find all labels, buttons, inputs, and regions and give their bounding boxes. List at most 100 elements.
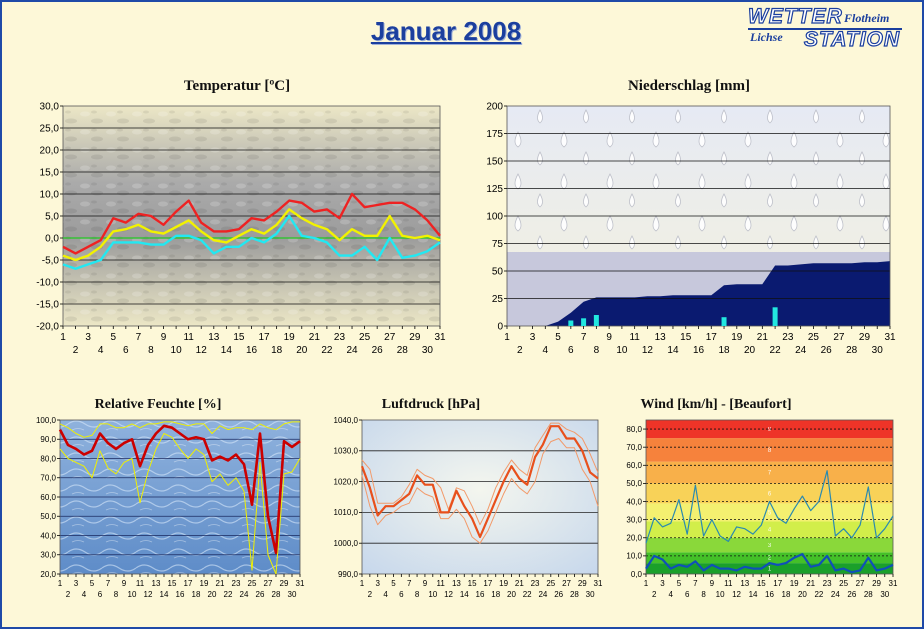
wind-xtick-label: 10	[716, 590, 725, 599]
hum-ytick-label: 50,0	[40, 512, 56, 521]
wind-xtick-label: 4	[668, 590, 673, 599]
hum-ytick-label: 100,0	[36, 416, 57, 425]
rain-ytick-label: 200	[486, 102, 503, 113]
rain-ytick-label: 75	[492, 239, 504, 250]
wind-xtick-label: 2	[652, 590, 657, 599]
wind-ytick-label: 50,0	[626, 479, 642, 488]
page-title: Januar 2008	[370, 16, 522, 46]
temp-xtick-label: 21	[309, 332, 321, 343]
rain-xtick-label: 12	[642, 345, 654, 356]
wind-gust-line	[645, 470, 894, 544]
humidity-min-line	[59, 433, 301, 575]
temperature-max-line	[62, 192, 441, 255]
pressure-mean-line	[360, 425, 599, 539]
wind-xtick-label: 6	[685, 590, 690, 599]
temp-ytick-label: 0,0	[45, 234, 59, 245]
pres-xtick-label: 12	[444, 590, 453, 599]
wind-ytick-label: 20,0	[626, 534, 642, 543]
logo-place: Flotheim	[844, 11, 890, 25]
hum-xtick-label: 2	[66, 590, 71, 599]
temp-xtick-label: 11	[183, 332, 194, 343]
wind-xtick-label: 18	[782, 590, 791, 599]
temp-xtick-label: 9	[161, 332, 167, 343]
wind-xtick-label: 23	[823, 579, 832, 588]
pres-xtick-label: 30	[586, 590, 595, 599]
station-logo: WETTER Flotheim Lichse STATION	[746, 4, 904, 51]
precipitation-chart: Niederschlag [mm] 0255075100125150175200…	[486, 78, 896, 356]
humidity-chart: Relative Feuchte [%] 20,0 30,0 40,0 50,0 60,…	[36, 397, 305, 599]
pres-xtick-label: 9	[423, 579, 428, 588]
hum-ytick-label: 60,0	[40, 493, 56, 502]
wind-ytick-label: 40,0	[626, 497, 642, 506]
hum-xtick-label: 8	[114, 590, 119, 599]
rain-ytick-label: 0	[497, 322, 503, 333]
temperature-chart-title: Temperatur [ºC]	[184, 78, 290, 94]
rain-xtick-label: 23	[782, 332, 794, 343]
temp-xtick-label: 19	[284, 332, 296, 343]
hum-xtick-label: 11	[136, 579, 145, 588]
wind-xtick-label: 9	[710, 579, 715, 588]
wind-ytick-label: 80,0	[626, 425, 642, 434]
rain-ytick-label: 175	[486, 129, 503, 140]
wind-beaufort-label: 5	[768, 510, 772, 516]
wind-beaufort-band	[646, 537, 893, 553]
wind-beaufort-label: 1	[768, 567, 772, 573]
temp-xtick-label: 23	[334, 332, 346, 343]
wind-beaufort-label: 9	[768, 427, 772, 433]
pres-xtick-label: 7	[407, 579, 412, 588]
temp-ytick-label: 20,0	[40, 146, 60, 157]
temp-xtick-label: 27	[384, 332, 396, 343]
wind-ytick-label: 70,0	[626, 443, 642, 452]
wind-xtick-label: 3	[660, 579, 665, 588]
precipitation-daily-bar	[568, 320, 574, 326]
rain-xtick-label: 30	[872, 345, 884, 356]
hum-xtick-label: 31	[296, 579, 305, 588]
pres-xtick-label: 22	[523, 590, 532, 599]
wind-xtick-label: 31	[889, 579, 898, 588]
hum-xtick-label: 23	[232, 579, 241, 588]
pres-xtick-label: 3	[376, 579, 381, 588]
hum-xtick-label: 24	[240, 590, 249, 599]
temperature-chart: Temperatur [ºC] -20,0 -15,0 -10,0 -5,0 0,0 5,…	[36, 78, 446, 356]
pres-xtick-label: 21	[515, 579, 524, 588]
wind-beaufort-label: 8	[768, 448, 772, 454]
pres-ytick-label: 1000,0	[334, 539, 359, 548]
precipitation-daily-bar	[593, 315, 599, 326]
wind-mean-line	[645, 552, 894, 574]
rain-xtick-label: 5	[555, 332, 561, 343]
hum-ytick-label: 80,0	[40, 454, 56, 463]
humidity-chart-title: Relative Feuchte [%]	[95, 397, 222, 412]
wind-xtick-label: 14	[749, 590, 758, 599]
pres-xtick-label: 29	[578, 579, 587, 588]
rain-xtick-label: 17	[706, 332, 718, 343]
hum-ytick-label: 70,0	[40, 474, 56, 483]
hum-xtick-label: 30	[288, 590, 297, 599]
temp-xtick-label: 4	[98, 345, 104, 356]
hum-xtick-label: 18	[192, 590, 201, 599]
rain-xtick-label: 25	[808, 332, 820, 343]
hum-xtick-label: 20	[208, 590, 217, 599]
pressure-min-line	[361, 438, 599, 544]
pres-xtick-label: 15	[468, 579, 477, 588]
temp-xtick-label: 15	[233, 332, 245, 343]
temp-ytick-label: -20,0	[36, 322, 59, 333]
rain-xtick-label: 9	[606, 332, 612, 343]
pres-xtick-label: 4	[383, 590, 388, 599]
wind-xtick-label: 25	[839, 579, 848, 588]
temp-xtick-label: 29	[409, 332, 421, 343]
pres-xtick-label: 19	[499, 579, 508, 588]
logo-divider	[748, 28, 902, 30]
hum-xtick-label: 1	[58, 579, 63, 588]
hum-xtick-label: 16	[176, 590, 185, 599]
rain-xtick-label: 13	[655, 332, 667, 343]
pres-xtick-label: 8	[415, 590, 420, 599]
rain-xtick-label: 28	[846, 345, 858, 356]
hum-xtick-label: 27	[264, 579, 273, 588]
wind-xtick-label: 19	[790, 579, 799, 588]
temp-xtick-label: 5	[110, 332, 116, 343]
precipitation-plot-drops	[507, 106, 890, 252]
wind-xtick-label: 5	[677, 579, 682, 588]
pres-xtick-label: 1	[360, 579, 365, 588]
wind-xtick-label: 11	[724, 579, 733, 588]
